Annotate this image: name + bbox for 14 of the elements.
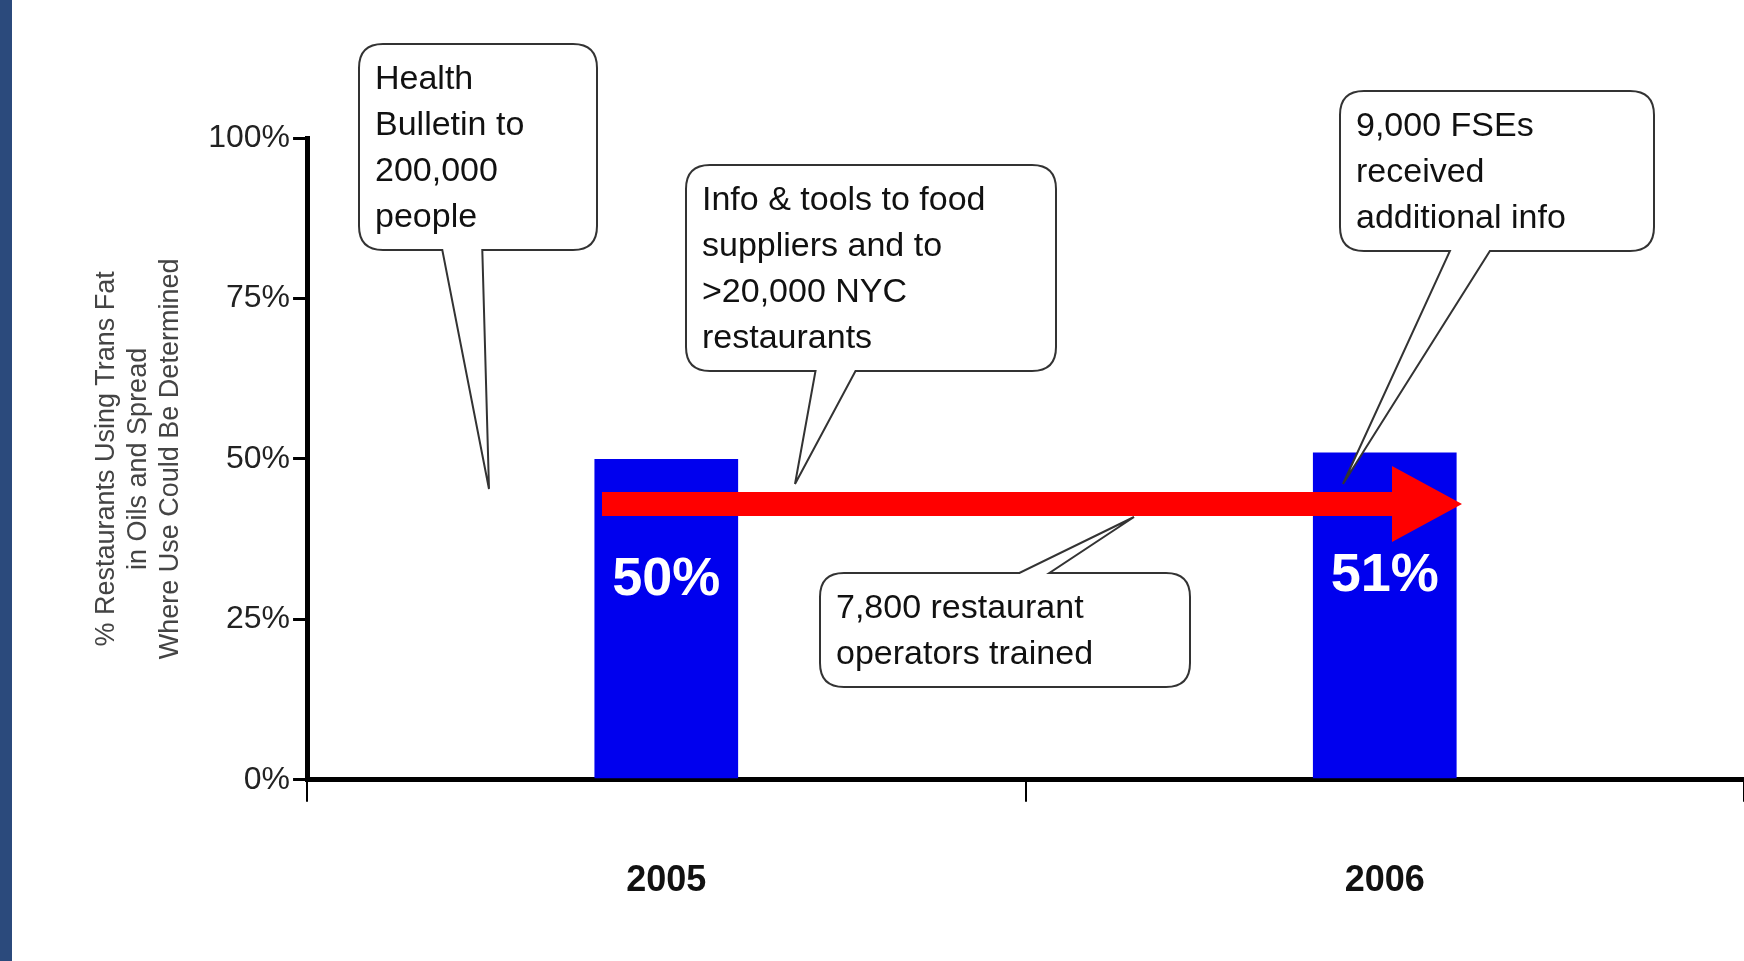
y-axis-title: % Restaurants Using Trans Fat in Oils and Spread Where Use Could Be Determined <box>89 258 185 660</box>
annotation: Health Bulletin to 200,000 people <box>375 57 526 236</box>
data-label: 51% <box>1330 542 1439 603</box>
annotation: Info & tools to food suppliers and to >20,000 NYC restaurants <box>702 178 987 357</box>
annotation: 7,800 restaurant operators trained <box>836 586 1095 673</box>
y-tick-label: 25% <box>226 599 291 636</box>
x-tick-label: 2005 <box>626 858 707 900</box>
y-tick-label: 100% <box>208 117 291 154</box>
y-tick-label: 75% <box>226 278 291 315</box>
annotation: 9,000 FSEs received additional info <box>1356 104 1567 237</box>
y-tick-label: 50% <box>226 438 291 475</box>
x-tick-label: 2006 <box>1344 858 1425 900</box>
data-label: 50% <box>612 546 721 607</box>
y-tick-label: 0% <box>243 759 291 796</box>
